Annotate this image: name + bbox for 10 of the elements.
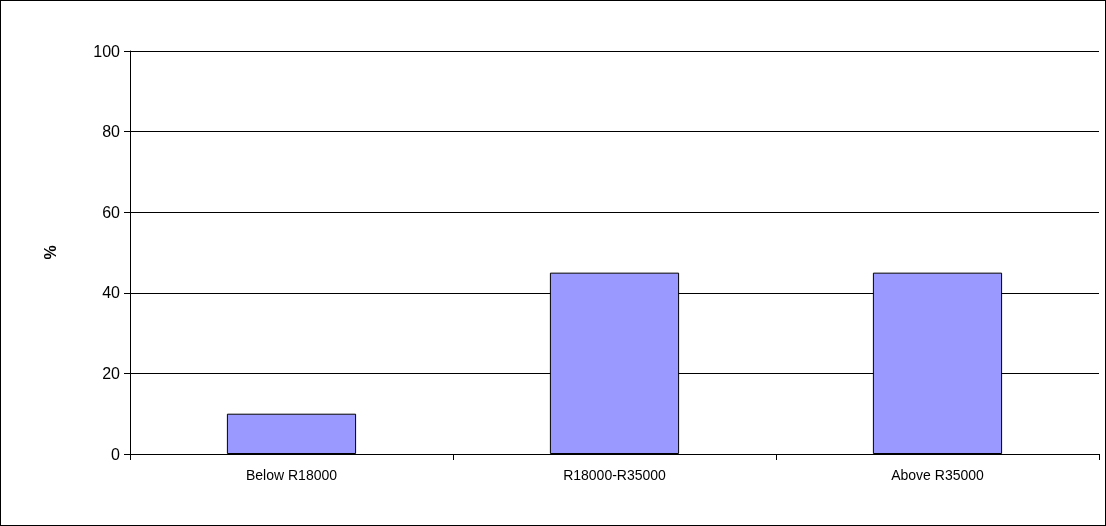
x-tick-label: R18000-R35000: [563, 467, 667, 483]
y-tick-label: 20: [102, 364, 121, 382]
y-tick-label: 100: [93, 42, 121, 60]
y-tick-label: 0: [111, 445, 121, 463]
y-tick-label: 80: [102, 123, 121, 141]
y-tick-label: 40: [102, 284, 121, 302]
x-tick-label: Below R18000: [245, 467, 338, 483]
x-tick-label: Above R35000: [891, 467, 985, 483]
y-tick-label: 60: [102, 203, 121, 221]
y-axis-title: %: [41, 245, 59, 260]
